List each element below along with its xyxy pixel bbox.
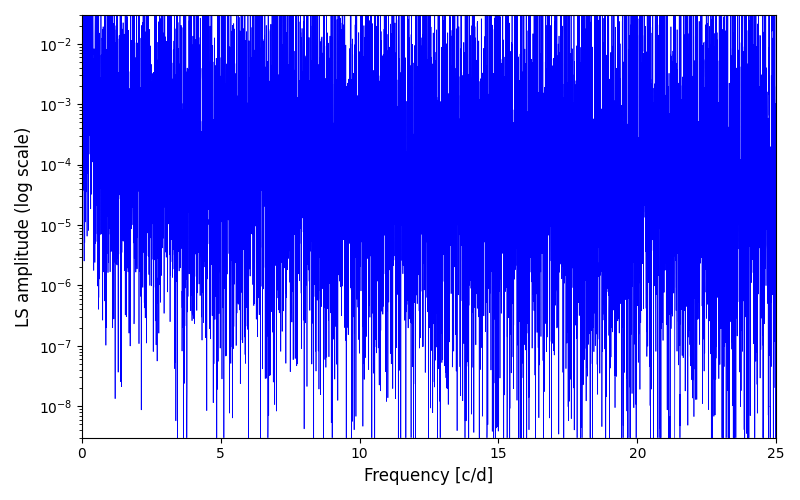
X-axis label: Frequency [c/d]: Frequency [c/d]	[364, 467, 494, 485]
Y-axis label: LS amplitude (log scale): LS amplitude (log scale)	[15, 126, 33, 326]
